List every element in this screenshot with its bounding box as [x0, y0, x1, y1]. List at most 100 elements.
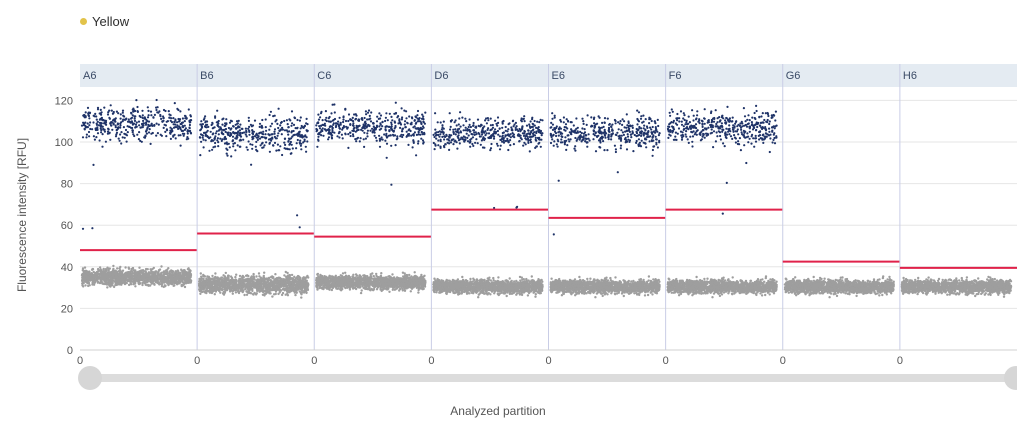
negative-droplet-point — [248, 279, 252, 283]
positive-droplet-point — [150, 122, 153, 125]
negative-droplet-point — [181, 275, 184, 278]
negative-droplet-point — [245, 293, 249, 296]
negative-droplet-point — [413, 271, 416, 274]
positive-droplet-point — [168, 116, 171, 119]
positive-droplet-point — [92, 114, 95, 117]
positive-droplet-point — [85, 133, 88, 136]
positive-droplet-point — [296, 138, 299, 142]
positive-droplet-point — [225, 152, 228, 155]
positive-droplet-point — [246, 148, 249, 151]
positive-droplet-point — [100, 116, 103, 119]
negative-droplet-point — [141, 271, 145, 275]
negative-droplet-point — [216, 287, 219, 290]
positive-droplet-point — [232, 145, 235, 148]
positive-droplet-point — [95, 115, 98, 118]
positive-droplet-point — [224, 124, 227, 127]
legend[interactable]: Yellow — [80, 14, 129, 29]
negative-droplet-point — [279, 278, 282, 282]
negative-droplet-point — [288, 279, 291, 282]
positive-droplet-point — [95, 122, 98, 125]
positive-droplet-point — [219, 128, 222, 131]
positive-droplet-point — [157, 123, 160, 126]
positive-droplet-point — [134, 109, 137, 113]
positive-droplet-point — [264, 126, 267, 129]
positive-droplet-point — [214, 135, 217, 138]
negative-droplet-point — [208, 280, 211, 283]
positive-droplet-point — [94, 112, 97, 115]
positive-droplet-point — [221, 123, 224, 126]
negative-droplet-point — [349, 283, 352, 286]
positive-droplet-point — [279, 145, 282, 148]
positive-droplet-point — [299, 116, 302, 119]
positive-droplet-point — [83, 113, 86, 117]
negative-droplet-point — [125, 275, 129, 278]
positive-droplet-point — [295, 147, 298, 150]
negative-droplet-point — [216, 276, 219, 279]
negative-droplet-point — [102, 273, 105, 276]
positive-droplet-point — [117, 126, 120, 129]
negative-droplet-point — [142, 281, 145, 284]
negative-droplet-point — [167, 282, 170, 285]
positive-droplet-point — [283, 119, 286, 123]
positive-droplet-point — [162, 126, 165, 129]
negative-droplet-point — [183, 282, 186, 285]
negative-droplet-point — [272, 287, 275, 291]
positive-droplet-point — [111, 128, 114, 131]
positive-droplet-point — [186, 132, 189, 135]
positive-droplet-point — [287, 140, 290, 143]
negative-droplet-point — [166, 279, 169, 283]
positive-droplet-point — [169, 137, 172, 140]
negative-droplet-point — [116, 275, 119, 279]
positive-droplet-point — [153, 124, 156, 127]
negative-droplet-point — [410, 275, 413, 278]
negative-droplet-point — [315, 285, 318, 289]
negative-droplet-point — [188, 269, 191, 273]
negative-droplet-point — [239, 289, 242, 292]
positive-droplet-point — [290, 124, 293, 127]
positive-droplet-point — [206, 129, 209, 132]
negative-droplet-point — [252, 280, 255, 284]
negative-droplet-point — [111, 269, 115, 272]
positive-droplet-point — [275, 118, 278, 122]
negative-droplet-point — [201, 287, 204, 290]
positive-droplet-point — [216, 120, 219, 124]
negative-droplet-point — [420, 281, 423, 284]
negative-droplet-point — [219, 282, 222, 285]
negative-droplet-point — [146, 268, 149, 271]
negative-droplet-point — [283, 278, 287, 282]
negative-droplet-point — [251, 293, 255, 296]
positive-droplet-point — [189, 119, 192, 122]
positive-droplet-point — [256, 138, 259, 141]
negative-droplet-point — [155, 270, 158, 273]
positive-droplet-point — [277, 107, 280, 110]
negative-droplet-point — [344, 271, 347, 274]
positive-droplet-point — [258, 125, 261, 128]
positive-droplet-point — [291, 147, 294, 150]
positive-droplet-point — [280, 120, 283, 124]
positive-droplet-point — [258, 122, 262, 125]
negative-droplet-point — [205, 288, 208, 291]
positive-droplet-point — [98, 139, 101, 142]
positive-droplet-point — [239, 131, 242, 135]
negative-droplet-point — [84, 277, 87, 281]
negative-droplet-point — [246, 279, 249, 282]
x-tick-label: 0 — [311, 355, 317, 367]
positive-droplet-point — [181, 132, 184, 135]
negative-droplet-point — [235, 273, 238, 276]
positive-droplet-point — [263, 144, 266, 147]
positive-droplet-point — [265, 136, 268, 139]
positive-droplet-point — [199, 133, 203, 136]
positive-droplet-point — [119, 117, 122, 120]
negative-droplet-point — [122, 278, 126, 282]
positive-droplet-point — [178, 120, 181, 123]
y-tick-label: 20 — [61, 303, 73, 315]
positive-droplet-point — [141, 114, 144, 117]
negative-droplet-point — [316, 272, 320, 276]
positive-droplet-point — [236, 122, 239, 125]
negative-droplet-point — [137, 282, 141, 286]
negative-droplet-point — [298, 284, 301, 287]
negative-droplet-point — [108, 284, 111, 287]
positive-droplet-point — [298, 131, 301, 134]
negative-droplet-point — [409, 280, 413, 283]
negative-droplet-point — [130, 269, 133, 272]
